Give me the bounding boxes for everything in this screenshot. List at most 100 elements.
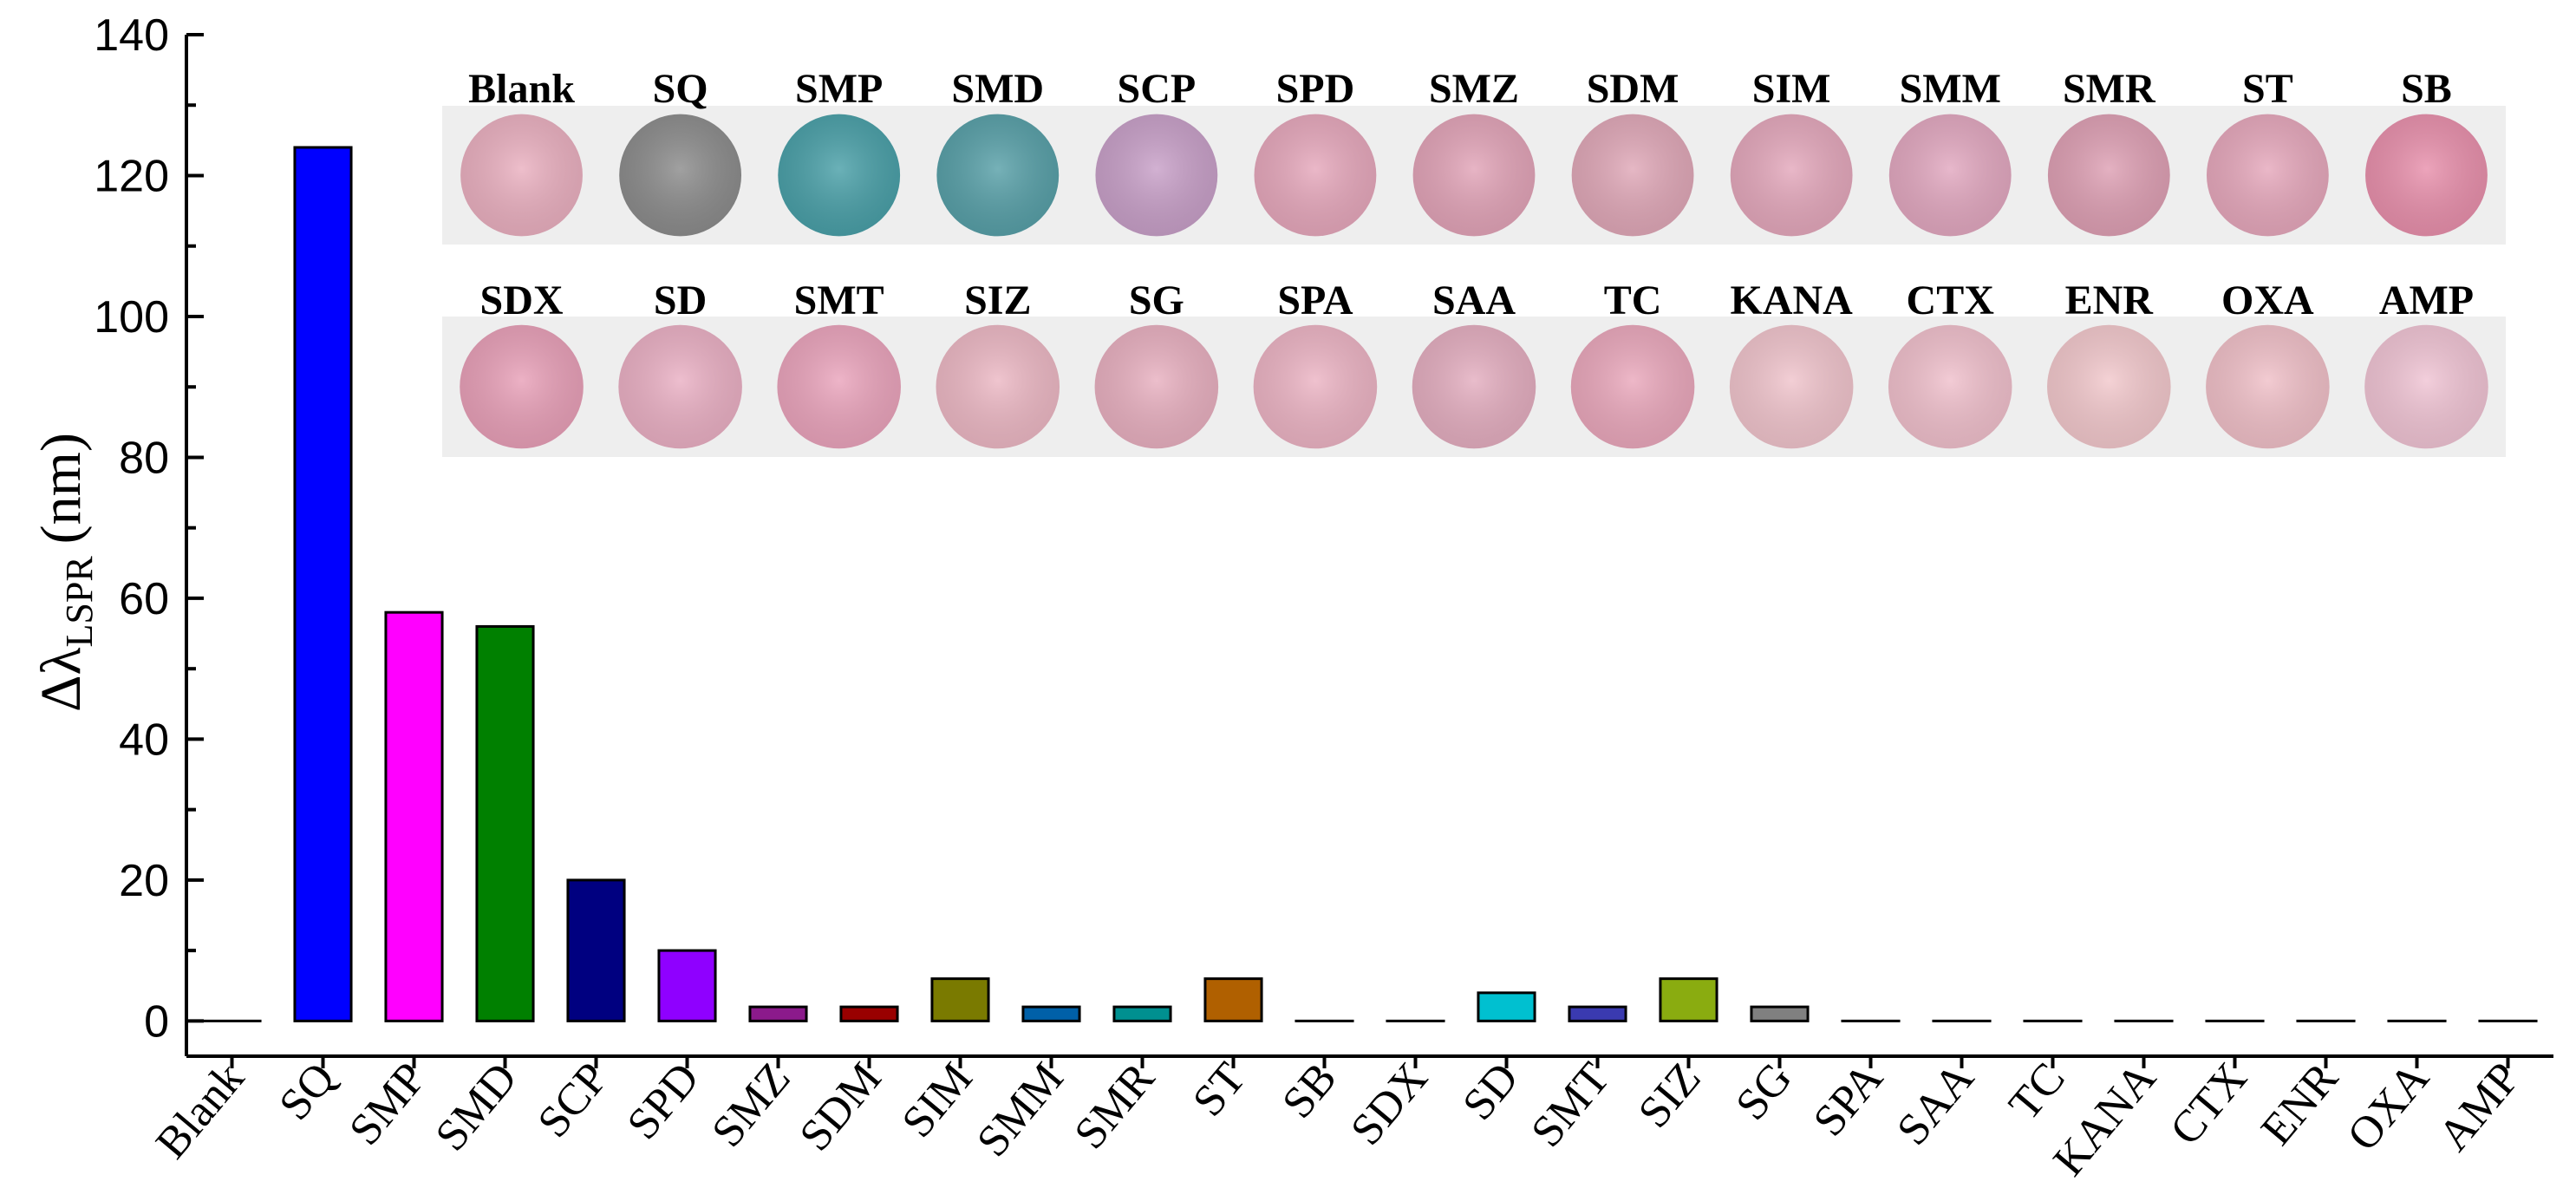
bar-sd <box>1477 991 1536 1022</box>
x-tick-label: SDX <box>1341 1054 1438 1154</box>
sample-label: SMT <box>794 277 884 323</box>
sample-disk-shade <box>1412 114 1536 237</box>
x-tick-label: AMP <box>2429 1054 2530 1160</box>
bar-sq <box>293 146 353 1022</box>
sample-disk-shade <box>1570 324 1695 449</box>
bar-smm <box>1021 1005 1081 1022</box>
x-tick-label: SQ <box>270 1054 344 1130</box>
sample-disk-shade <box>460 324 584 449</box>
sample-label: AMP <box>2379 277 2474 323</box>
sample-label: OXA <box>2221 277 2314 323</box>
sample-label: SIZ <box>964 277 1031 323</box>
sample-disk-shade <box>1888 114 2012 237</box>
x-tick-label: SMZ <box>702 1054 799 1157</box>
sample-disk-shade <box>1412 324 1536 449</box>
bar-spd <box>657 949 717 1022</box>
sample-label: ENR <box>2065 277 2155 323</box>
x-tick-label: SMM <box>968 1054 1073 1166</box>
sample-label: SD <box>654 277 707 323</box>
sample-label: SMM <box>1900 66 2001 112</box>
bar-smz <box>748 1005 808 1022</box>
bar-smr <box>1112 1005 1172 1022</box>
sample-disk-shade <box>778 114 901 237</box>
sample-label: Blank <box>468 66 575 112</box>
inset-photo: Blank SQ SMP SMD SCP SPD SMZ SDM SIM SMM SMR ST SB SD… <box>442 66 2506 457</box>
sample-label: SPD <box>1276 66 1355 112</box>
y-tick-label: 140 <box>94 10 169 61</box>
bar-smp <box>384 610 444 1022</box>
x-tick-label: SCP <box>529 1054 618 1147</box>
x-tick-label: SB <box>1273 1054 1347 1127</box>
x-tick-label: SMD <box>427 1054 527 1160</box>
bar-siz <box>1659 977 1718 1022</box>
x-tick-label: ENR <box>2252 1054 2348 1155</box>
x-tick-label: SMP <box>340 1054 436 1154</box>
x-tick-label: Blank <box>147 1054 254 1168</box>
bar-sg <box>1750 1005 1810 1022</box>
sample-label: SQ <box>653 66 708 112</box>
sample-disk-shade <box>1730 114 1853 237</box>
x-tick-label: SIZ <box>1629 1054 1711 1137</box>
sample-label: SG <box>1129 277 1184 323</box>
sample-disk-shade <box>936 324 1060 449</box>
sample-disk-shade <box>2047 114 2170 237</box>
sample-disk-shade <box>936 114 1060 237</box>
bar-scp <box>566 878 626 1022</box>
sample-disk-shade <box>460 114 583 237</box>
sample-label: SMD <box>951 66 1044 112</box>
sample-disk-shade <box>777 324 901 449</box>
sample-label: ST <box>2242 66 2293 112</box>
y-tick-label: 0 <box>144 996 169 1047</box>
x-tick-label: SAA <box>1888 1054 1984 1155</box>
sample-disk-shade <box>2206 324 2330 449</box>
x-tick-label: KANA <box>2044 1054 2166 1185</box>
sample-disk-shade <box>2365 114 2488 237</box>
sample-disk-shade <box>1253 324 1378 449</box>
sample-label: SB <box>2401 66 2452 112</box>
y-tick-label: 80 <box>119 433 169 483</box>
sample-disk-shade <box>1095 114 1218 237</box>
sample-disk-shade <box>618 324 742 449</box>
sample-label: SPA <box>1277 277 1353 323</box>
sample-disk-shade <box>2047 324 2171 449</box>
y-tick-label: 60 <box>119 574 169 624</box>
x-tick-label: OXA <box>2338 1054 2439 1160</box>
x-tick-label: SMR <box>1065 1054 1164 1159</box>
sample-disk-shade <box>1729 324 1854 449</box>
y-tick-label: 40 <box>119 715 169 765</box>
bar-sim <box>930 977 990 1022</box>
bar-smt <box>1568 1005 1627 1022</box>
sample-label: SDX <box>480 277 564 323</box>
x-tick-label: SMT <box>1522 1054 1619 1157</box>
y-tick-label: 20 <box>119 856 169 906</box>
bar-sdm <box>839 1005 899 1022</box>
x-tick-label: TC <box>1999 1054 2074 1130</box>
sample-label: KANA <box>1730 277 1853 323</box>
sample-label: SMP <box>795 66 883 112</box>
sample-label: SAA <box>1432 277 1516 323</box>
sample-label: SCP <box>1118 66 1197 112</box>
sample-disk-shade <box>619 114 742 237</box>
bar-smd <box>475 624 535 1022</box>
sample-disk-shade <box>2206 114 2329 237</box>
sample-label: SDM <box>1587 66 1679 112</box>
sample-disk-shade <box>1094 324 1219 449</box>
sample-label: SIM <box>1752 66 1831 112</box>
x-tick-label: SD <box>1453 1054 1528 1130</box>
y-tick-label: 100 <box>94 292 169 343</box>
sample-disk-shade <box>1571 114 1694 237</box>
x-tick-label: CTX <box>2161 1054 2257 1154</box>
x-tick-label: SG <box>1726 1054 1801 1130</box>
sample-label: CTX <box>1907 277 1995 323</box>
y-tick-label: 120 <box>94 151 169 201</box>
x-tick-label: SPD <box>618 1054 709 1149</box>
bars <box>202 146 2538 1022</box>
sample-disk-shade <box>2364 324 2488 449</box>
sample-disk-shade <box>1254 114 1377 237</box>
x-tick-label: SPA <box>1804 1054 1893 1146</box>
y-axis-label: ΔλLSPR(nm) <box>29 433 101 712</box>
sample-disk-shade <box>1888 324 2012 449</box>
x-tick-label: SDM <box>791 1054 891 1160</box>
bar-st <box>1203 977 1263 1022</box>
